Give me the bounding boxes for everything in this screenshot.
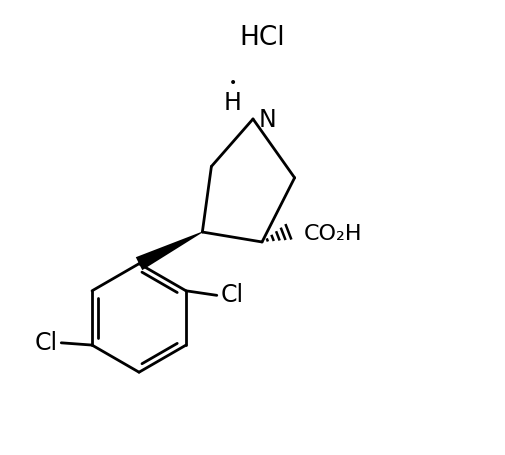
Text: HCl: HCl: [239, 25, 284, 51]
Text: Cl: Cl: [220, 283, 243, 307]
Text: H: H: [223, 91, 241, 115]
Text: N: N: [259, 108, 276, 132]
Text: CO₂H: CO₂H: [303, 224, 362, 244]
Polygon shape: [135, 232, 202, 270]
Text: Cl: Cl: [34, 331, 58, 355]
Text: •: •: [228, 76, 236, 90]
